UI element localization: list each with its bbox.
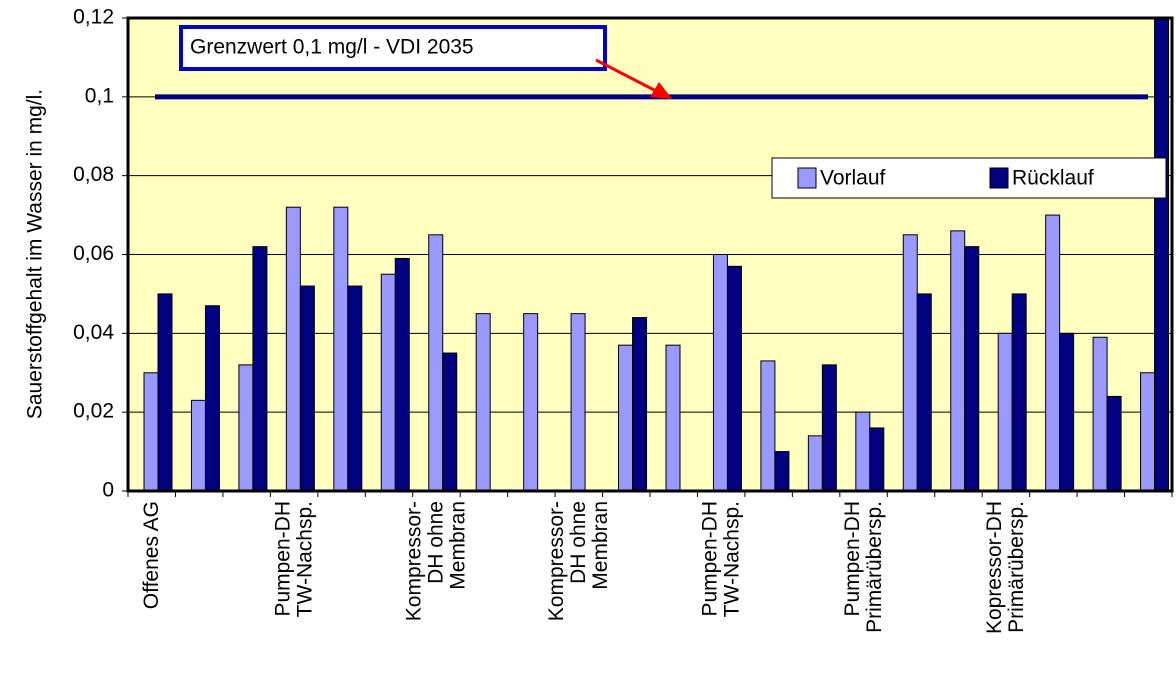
bar	[523, 313, 539, 492]
annotation-box	[179, 25, 607, 71]
bar	[760, 360, 776, 492]
x-tick-label: Kompressor-DH ohneMembran	[545, 501, 612, 621]
legend-swatch	[797, 167, 817, 189]
x-tick-label: Offenes AG	[140, 501, 163, 609]
y-tick-label: 0,1	[85, 84, 114, 107]
bar	[428, 234, 444, 492]
bar	[394, 257, 410, 492]
x-tick-label: Kopressor-DHPrimärübersp.	[983, 501, 1028, 634]
bar	[1106, 395, 1122, 492]
y-tick-label: 0,06	[73, 242, 114, 265]
x-tick-label: Pumpen-DHTW-Nachsp.	[698, 501, 743, 617]
bar	[299, 285, 315, 492]
bar	[902, 234, 918, 492]
bar	[997, 332, 1013, 492]
bar	[252, 246, 268, 492]
bar	[1092, 336, 1108, 492]
bar	[726, 265, 742, 492]
legend-label: Vorlauf	[820, 167, 886, 190]
bar	[238, 364, 254, 492]
bar	[1154, 17, 1170, 492]
y-tick-label: 0,08	[73, 163, 114, 186]
bar	[632, 317, 648, 492]
y-tick-label: 0,12	[73, 6, 114, 29]
legend-swatch	[989, 167, 1009, 189]
legend-box	[771, 157, 1167, 199]
bar	[1011, 293, 1027, 492]
x-tick-label: Pumpen-DHPrimärübersp.	[841, 501, 886, 633]
bar	[950, 230, 966, 492]
bar	[869, 427, 885, 492]
bar	[347, 285, 363, 492]
bar	[157, 293, 173, 492]
bar	[380, 273, 396, 492]
y-tick-label: 0,02	[73, 400, 114, 423]
bar	[475, 313, 491, 492]
bar	[285, 206, 301, 492]
bar	[855, 411, 871, 492]
bar	[143, 372, 159, 492]
bar	[1045, 214, 1061, 492]
annotation: Grenzwert 0,1 mg/l - VDI 2035	[190, 36, 474, 59]
plot-border	[126, 16, 1174, 493]
bar	[665, 344, 681, 492]
x-tick-label: Pumpen-DHTW-Nachsp.	[271, 501, 316, 617]
bar	[807, 435, 823, 492]
y-tick-label: 0,04	[73, 321, 114, 344]
bar	[712, 254, 728, 492]
bar	[1140, 372, 1156, 492]
y-axis-label: Sauerstoffgehalt im Wasser in mg/l.	[24, 89, 47, 419]
bar	[774, 451, 790, 492]
bar	[570, 313, 586, 492]
bar	[442, 352, 458, 492]
y-tick-label: 0	[102, 479, 114, 502]
bar	[190, 399, 206, 492]
x-tick-label: Kompressor-DH ohneMembran	[403, 501, 470, 621]
arrow-head	[650, 82, 672, 99]
bar	[204, 305, 220, 492]
bar	[964, 246, 980, 492]
bar	[916, 293, 932, 492]
annotation-arrow	[595, 58, 659, 94]
legend-label: Rücklauf	[1012, 167, 1094, 190]
bar	[618, 344, 634, 492]
bar	[821, 364, 837, 492]
bar	[333, 206, 349, 492]
bar	[1059, 332, 1075, 492]
